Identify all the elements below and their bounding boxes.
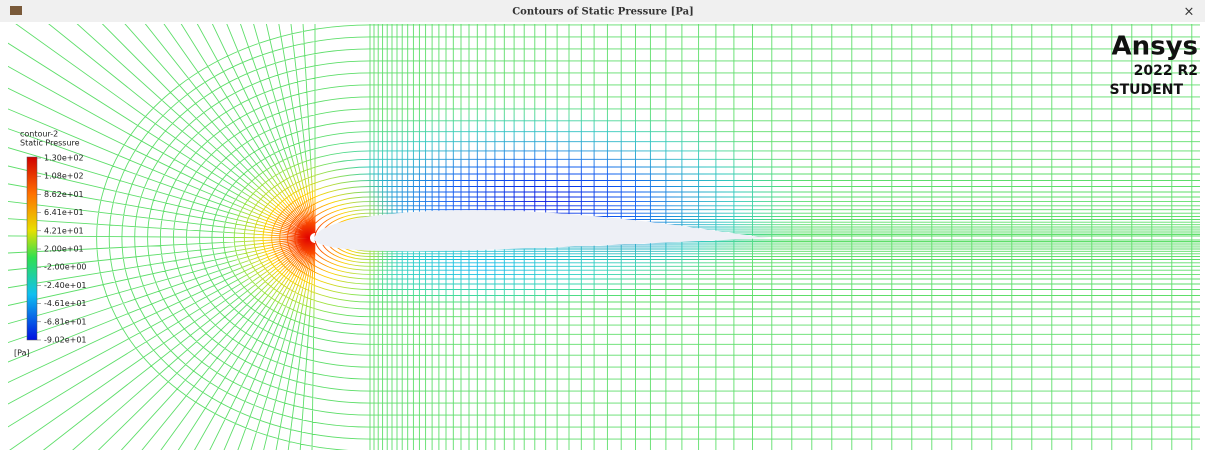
colorbar bbox=[27, 157, 37, 340]
brand-name: Ansys bbox=[1111, 32, 1198, 62]
legend-variable: Static Pressure bbox=[20, 139, 80, 148]
body: Contours of Static Pressure [Pa] × Ansys… bbox=[0, 0, 1205, 453]
app-icon bbox=[10, 6, 22, 15]
colorbar-label: 2.00e+01 bbox=[44, 245, 84, 254]
page: Contours {"window": {"title": "Contours … bbox=[0, 0, 1205, 453]
brand-edition: STUDENT bbox=[1110, 82, 1184, 98]
colorbar-label: 8.62e+01 bbox=[44, 190, 84, 199]
colorbar-label: -2.00e+00 bbox=[44, 263, 87, 272]
fluent-window: Contours of Static Pressure [Pa] × Ansys… bbox=[0, 0, 1205, 453]
brand-version: 2022 R2 bbox=[1134, 63, 1198, 79]
window-title: Contours of Static Pressure [Pa] bbox=[512, 7, 694, 18]
colorbar-label: 1.08e+02 bbox=[44, 172, 84, 181]
legend-unit: [Pa] bbox=[14, 349, 30, 358]
colorbar-label: -6.81e+01 bbox=[44, 317, 87, 326]
colorbar-label: -9.02e+01 bbox=[44, 336, 87, 345]
colorbar-label: 6.41e+01 bbox=[44, 208, 84, 217]
close-button[interactable]: × bbox=[1184, 5, 1195, 20]
colorbar-label: -4.61e+01 bbox=[44, 299, 87, 308]
colorbar-label: -2.40e+01 bbox=[44, 281, 87, 290]
colorbar-label: 1.30e+02 bbox=[44, 154, 84, 163]
legend-name: contour-2 bbox=[20, 130, 58, 139]
colorbar-label: 4.21e+01 bbox=[44, 226, 84, 235]
